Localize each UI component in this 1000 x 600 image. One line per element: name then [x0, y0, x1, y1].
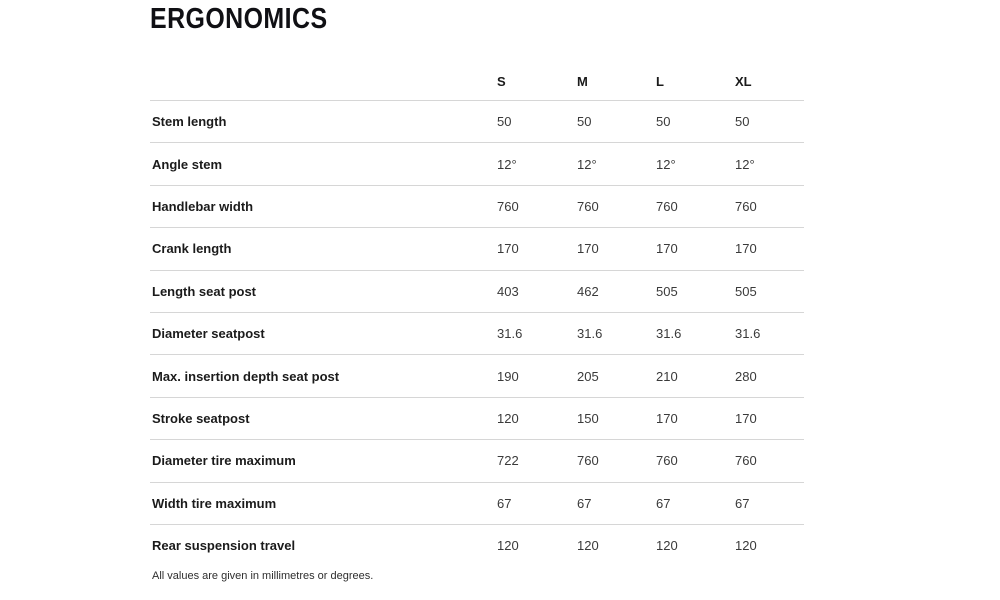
row-label: Handlebar width: [152, 198, 254, 214]
ergonomics-spec-table: S M L XL Stem length 50 50 50 50 Angle s…: [150, 62, 804, 566]
cell-value-xl: 67: [735, 495, 750, 511]
cell-value-m: 205: [577, 368, 599, 384]
cell-value-s: 120: [497, 410, 519, 426]
cell-value-s: 67: [497, 495, 512, 511]
cell-value-m: 120: [577, 538, 599, 554]
cell-value-s: 31.6: [497, 326, 523, 342]
cell-value-l: 120: [656, 538, 678, 554]
cell-value-l: 31.6: [656, 326, 682, 342]
table-row-rear-suspension-travel: Rear suspension travel 120 120 120 120: [150, 525, 804, 566]
cell-value-s: 170: [497, 241, 519, 257]
row-label: Stroke seatpost: [152, 410, 250, 426]
cell-value-m: 462: [577, 283, 599, 299]
row-label: Width tire maximum: [152, 495, 277, 511]
cell-value-l: 170: [656, 410, 678, 426]
column-header-l: L: [656, 73, 664, 89]
cell-value-m: 31.6: [577, 326, 603, 342]
table-row-handlebar-width: Handlebar width 760 760 760 760: [150, 186, 804, 229]
row-label: Max. insertion depth seat post: [152, 368, 340, 384]
page-title: ERGONOMICS: [150, 3, 328, 35]
table-row-diameter-tire-maximum: Diameter tire maximum 722 760 760 760: [150, 440, 804, 483]
table-row-max-insertion-depth: Max. insertion depth seat post 190 205 2…: [150, 355, 804, 398]
table-row-crank-length: Crank length 170 170 170 170: [150, 228, 804, 271]
column-header-xl: XL: [735, 73, 752, 89]
cell-value-m: 760: [577, 453, 599, 469]
table-row-stroke-seatpost: Stroke seatpost 120 150 170 170: [150, 398, 804, 441]
row-label: Rear suspension travel: [152, 538, 296, 554]
cell-value-l: 67: [656, 495, 671, 511]
cell-value-m: 12°: [577, 156, 597, 172]
cell-value-s: 760: [497, 198, 519, 214]
cell-value-xl: 31.6: [735, 326, 761, 342]
row-label: Diameter tire maximum: [152, 453, 296, 469]
cell-value-l: 170: [656, 241, 678, 257]
cell-value-s: 12°: [497, 156, 517, 172]
table-row-width-tire-maximum: Width tire maximum 67 67 67 67: [150, 483, 804, 525]
cell-value-l: 505: [656, 283, 678, 299]
cell-value-xl: 170: [735, 241, 757, 257]
table-row-angle-stem: Angle stem 12° 12° 12° 12°: [150, 143, 804, 186]
cell-value-xl: 505: [735, 283, 757, 299]
cell-value-m: 760: [577, 198, 599, 214]
column-header-m: M: [577, 73, 588, 89]
cell-value-m: 150: [577, 410, 599, 426]
table-header-row: S M L XL: [150, 62, 804, 101]
cell-value-l: 12°: [656, 156, 676, 172]
units-footnote: All values are given in millimetres or d…: [152, 570, 374, 582]
cell-value-l: 760: [656, 198, 678, 214]
row-label: Diameter seatpost: [152, 326, 265, 342]
table-row-stem-length: Stem length 50 50 50 50: [150, 101, 804, 144]
cell-value-s: 50: [497, 114, 512, 130]
row-label: Length seat post: [152, 283, 257, 299]
cell-value-xl: 170: [735, 410, 757, 426]
row-label: Crank length: [152, 241, 232, 257]
table-row-diameter-seatpost: Diameter seatpost 31.6 31.6 31.6 31.6: [150, 313, 804, 356]
cell-value-l: 50: [656, 114, 671, 130]
cell-value-m: 170: [577, 241, 599, 257]
cell-value-l: 210: [656, 368, 678, 384]
column-header-s: S: [497, 73, 506, 89]
cell-value-s: 722: [497, 453, 519, 469]
cell-value-xl: 12°: [735, 156, 755, 172]
cell-value-xl: 760: [735, 198, 757, 214]
cell-value-xl: 120: [735, 538, 757, 554]
cell-value-l: 760: [656, 453, 678, 469]
cell-value-s: 190: [497, 368, 519, 384]
cell-value-m: 67: [577, 495, 592, 511]
cell-value-xl: 280: [735, 368, 757, 384]
cell-value-xl: 760: [735, 453, 757, 469]
row-label: Stem length: [152, 114, 227, 130]
cell-value-m: 50: [577, 114, 592, 130]
cell-value-s: 120: [497, 538, 519, 554]
cell-value-s: 403: [497, 283, 519, 299]
row-label: Angle stem: [152, 156, 223, 172]
cell-value-xl: 50: [735, 114, 750, 130]
table-row-length-seat-post: Length seat post 403 462 505 505: [150, 271, 804, 313]
